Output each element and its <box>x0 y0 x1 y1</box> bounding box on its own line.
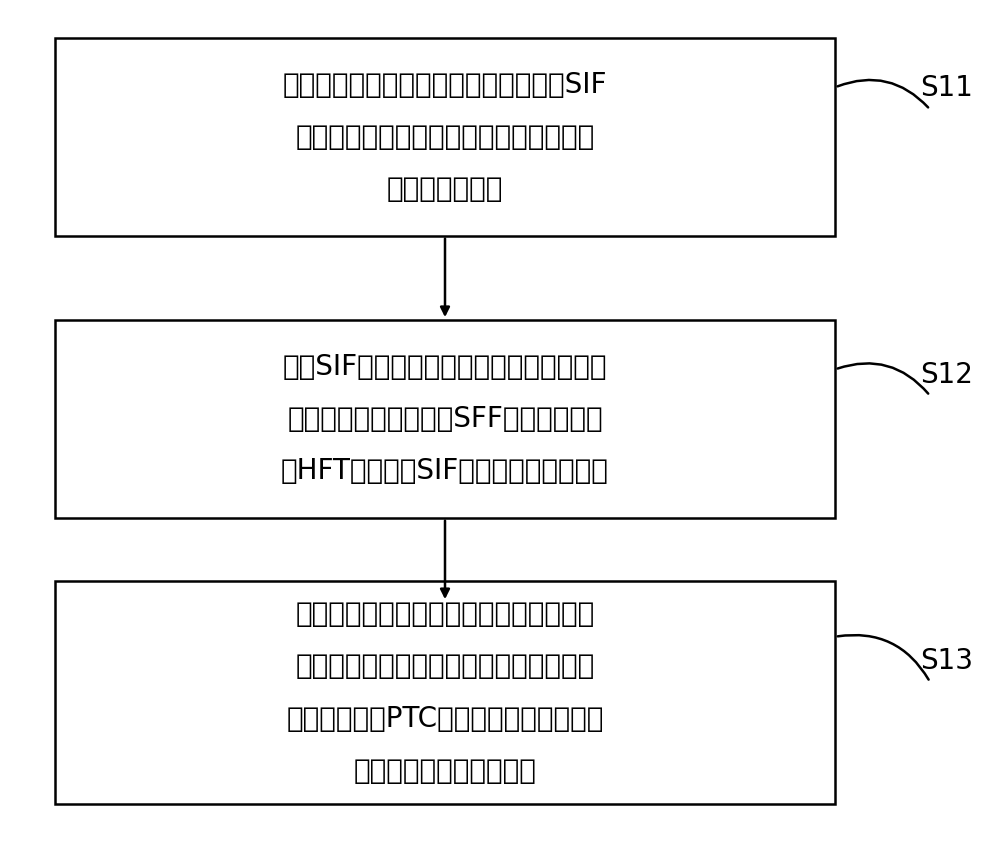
Text: S12: S12 <box>920 360 973 389</box>
Text: 对三个单元分别进行建模计算时包括：根: 对三个单元分别进行建模计算时包括：根 <box>295 600 595 628</box>
Text: S11: S11 <box>920 74 973 103</box>
Text: 单元和执行单元: 单元和执行单元 <box>387 175 503 203</box>
Text: 各单元的安全失效分数SFF与最大故障裕: 各单元的安全失效分数SFF与最大故障裕 <box>287 405 603 433</box>
Text: 将用于构建可靠性框图的安全仪表功能SIF: 将用于构建可靠性框图的安全仪表功能SIF <box>283 71 607 99</box>
Text: 危险失效部分的共因失效: 危险失效部分的共因失效 <box>354 757 536 785</box>
Bar <box>55 581 835 804</box>
Text: 验测试覆盖率PTC计算元件的不可检测的: 验测试覆盖率PTC计算元件的不可检测的 <box>286 705 604 733</box>
Bar <box>55 38 835 236</box>
Bar <box>55 320 835 518</box>
Text: S13: S13 <box>920 647 973 675</box>
Text: 回路分设置为包括传感单元、逻辑控制器: 回路分设置为包括传感单元、逻辑控制器 <box>295 123 595 151</box>
Text: 根据SIF回路中各元件的失效数据分别计算: 根据SIF回路中各元件的失效数据分别计算 <box>283 353 607 381</box>
Text: 度HFT，并得到SIF回路的结构约束等级: 度HFT，并得到SIF回路的结构约束等级 <box>281 457 609 485</box>
Text: 据元件的定期检测时间间隔及其对应的检: 据元件的定期检测时间间隔及其对应的检 <box>295 653 595 680</box>
